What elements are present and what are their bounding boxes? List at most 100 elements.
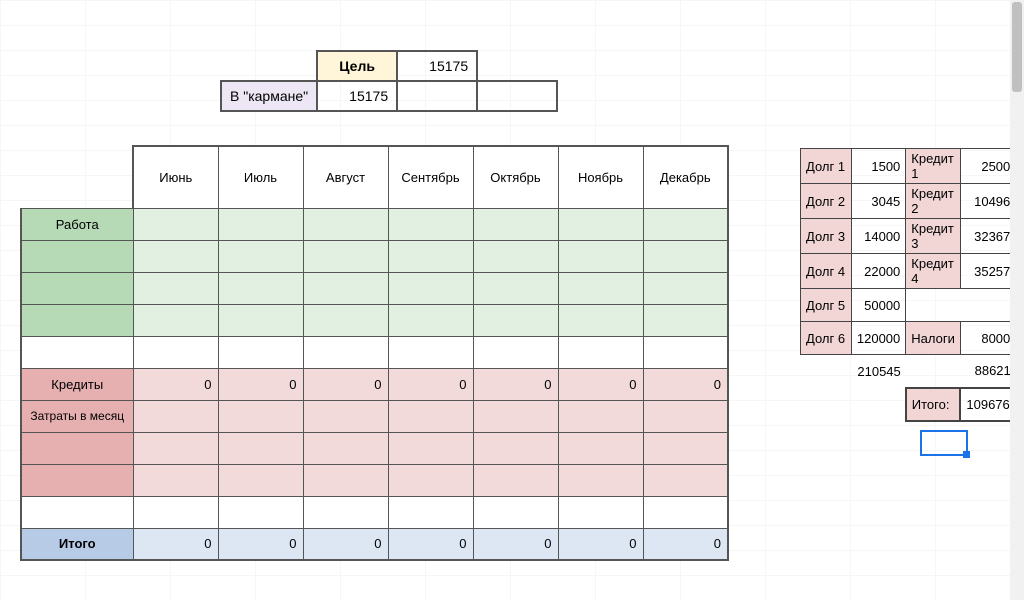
row-work-label[interactable]: Работа bbox=[21, 208, 133, 240]
exp-cell[interactable] bbox=[218, 400, 303, 432]
exp-cell[interactable] bbox=[643, 400, 728, 432]
exp-cell[interactable] bbox=[473, 464, 558, 496]
work-cell[interactable] bbox=[558, 208, 643, 240]
credit-label[interactable]: Кредит 3 bbox=[906, 219, 961, 254]
debt-label[interactable]: Долг 3 bbox=[801, 219, 852, 254]
work-cell[interactable] bbox=[303, 304, 388, 336]
debt-label[interactable]: Долг 6 bbox=[801, 322, 852, 355]
credits-cell[interactable]: 0 bbox=[218, 368, 303, 400]
spacer-cell[interactable] bbox=[218, 336, 303, 368]
pocket-label-cell[interactable]: В "кармане" bbox=[221, 81, 317, 111]
exp-cell[interactable] bbox=[388, 432, 473, 464]
month-header[interactable]: Август bbox=[303, 146, 388, 208]
spacer-cell[interactable] bbox=[21, 496, 133, 528]
spacer-cell[interactable] bbox=[303, 496, 388, 528]
empty-cell[interactable] bbox=[851, 388, 905, 421]
empty-cell[interactable] bbox=[906, 355, 961, 388]
work-cell[interactable] bbox=[388, 272, 473, 304]
work-cell[interactable] bbox=[303, 272, 388, 304]
debt-label[interactable]: Долг 2 bbox=[801, 184, 852, 219]
exp-cell[interactable] bbox=[473, 432, 558, 464]
month-header[interactable]: Декабрь bbox=[643, 146, 728, 208]
exp-cell[interactable] bbox=[558, 464, 643, 496]
goal-label-cell[interactable]: Цель bbox=[317, 51, 397, 81]
exp-cell[interactable] bbox=[133, 432, 218, 464]
credit-label[interactable]: Кредит 1 bbox=[906, 149, 961, 184]
exp-cell[interactable] bbox=[388, 464, 473, 496]
empty-cell[interactable] bbox=[906, 289, 961, 322]
debt-value[interactable]: 14000 bbox=[851, 219, 905, 254]
work-cell[interactable] bbox=[133, 272, 218, 304]
work-cell[interactable] bbox=[558, 304, 643, 336]
work-cell[interactable] bbox=[218, 272, 303, 304]
work-cell[interactable] bbox=[388, 240, 473, 272]
exp-cell[interactable] bbox=[473, 400, 558, 432]
work-cell[interactable] bbox=[643, 304, 728, 336]
work-cell[interactable] bbox=[473, 304, 558, 336]
work-cell[interactable] bbox=[643, 240, 728, 272]
work-cell[interactable] bbox=[388, 208, 473, 240]
empty-cell[interactable] bbox=[477, 81, 557, 111]
goal-value-cell[interactable]: 15175 bbox=[397, 51, 477, 81]
exp-cell[interactable] bbox=[388, 400, 473, 432]
work-cell[interactable] bbox=[473, 272, 558, 304]
credits-cell[interactable]: 0 bbox=[133, 368, 218, 400]
exp-cell[interactable] bbox=[218, 464, 303, 496]
credits-cell[interactable]: 0 bbox=[558, 368, 643, 400]
work-cell[interactable] bbox=[218, 240, 303, 272]
credits-cell[interactable]: 0 bbox=[388, 368, 473, 400]
spacer-cell[interactable] bbox=[388, 496, 473, 528]
month-header[interactable]: Июнь bbox=[133, 146, 218, 208]
row-total-label[interactable]: Итого bbox=[21, 528, 133, 560]
taxes-label[interactable]: Налоги bbox=[906, 322, 961, 355]
debt-value[interactable]: 120000 bbox=[851, 322, 905, 355]
spacer-cell[interactable] bbox=[643, 496, 728, 528]
debt-label[interactable]: Долг 5 bbox=[801, 289, 852, 322]
month-header[interactable]: Октябрь bbox=[473, 146, 558, 208]
month-header[interactable]: Ноябрь bbox=[558, 146, 643, 208]
empty-cell[interactable] bbox=[397, 81, 477, 111]
empty-cell[interactable] bbox=[801, 388, 852, 421]
spacer-cell[interactable] bbox=[643, 336, 728, 368]
work-cell[interactable] bbox=[218, 208, 303, 240]
spacer-cell[interactable] bbox=[303, 336, 388, 368]
total-cell[interactable]: 0 bbox=[388, 528, 473, 560]
total-cell[interactable]: 0 bbox=[133, 528, 218, 560]
spacer-cell[interactable] bbox=[558, 496, 643, 528]
debt-value[interactable]: 22000 bbox=[851, 254, 905, 289]
grand-total-label[interactable]: Итого: bbox=[906, 388, 961, 421]
month-header[interactable]: Сентябрь bbox=[388, 146, 473, 208]
exp-cell[interactable] bbox=[303, 400, 388, 432]
work-cell[interactable] bbox=[388, 304, 473, 336]
row-exp-sub[interactable] bbox=[21, 432, 133, 464]
spacer-cell[interactable] bbox=[218, 496, 303, 528]
scrollbar-thumb[interactable] bbox=[1012, 2, 1022, 92]
credit-label[interactable]: Кредит 2 bbox=[906, 184, 961, 219]
exp-cell[interactable] bbox=[218, 432, 303, 464]
work-cell[interactable] bbox=[473, 240, 558, 272]
exp-cell[interactable] bbox=[558, 432, 643, 464]
credits-cell[interactable]: 0 bbox=[473, 368, 558, 400]
total-cell[interactable]: 0 bbox=[303, 528, 388, 560]
total-cell[interactable]: 0 bbox=[643, 528, 728, 560]
work-cell[interactable] bbox=[133, 240, 218, 272]
debt-sum[interactable]: 210545 bbox=[851, 355, 905, 388]
total-cell[interactable]: 0 bbox=[473, 528, 558, 560]
row-expenses-label[interactable]: Затраты в месяц bbox=[21, 400, 133, 432]
work-cell[interactable] bbox=[133, 208, 218, 240]
debt-value[interactable]: 50000 bbox=[851, 289, 905, 322]
row-exp-sub[interactable] bbox=[21, 464, 133, 496]
credits-cell[interactable]: 0 bbox=[303, 368, 388, 400]
month-header[interactable]: Июль bbox=[218, 146, 303, 208]
work-cell[interactable] bbox=[558, 240, 643, 272]
row-credits-label[interactable]: Кредиты bbox=[21, 368, 133, 400]
debt-value[interactable]: 3045 bbox=[851, 184, 905, 219]
work-cell[interactable] bbox=[303, 208, 388, 240]
work-cell[interactable] bbox=[133, 304, 218, 336]
spacer-cell[interactable] bbox=[21, 336, 133, 368]
debt-label[interactable]: Долг 1 bbox=[801, 149, 852, 184]
exp-cell[interactable] bbox=[558, 400, 643, 432]
spacer-cell[interactable] bbox=[473, 496, 558, 528]
pocket-value-cell[interactable]: 15175 bbox=[317, 81, 397, 111]
credit-label[interactable]: Кредит 4 bbox=[906, 254, 961, 289]
